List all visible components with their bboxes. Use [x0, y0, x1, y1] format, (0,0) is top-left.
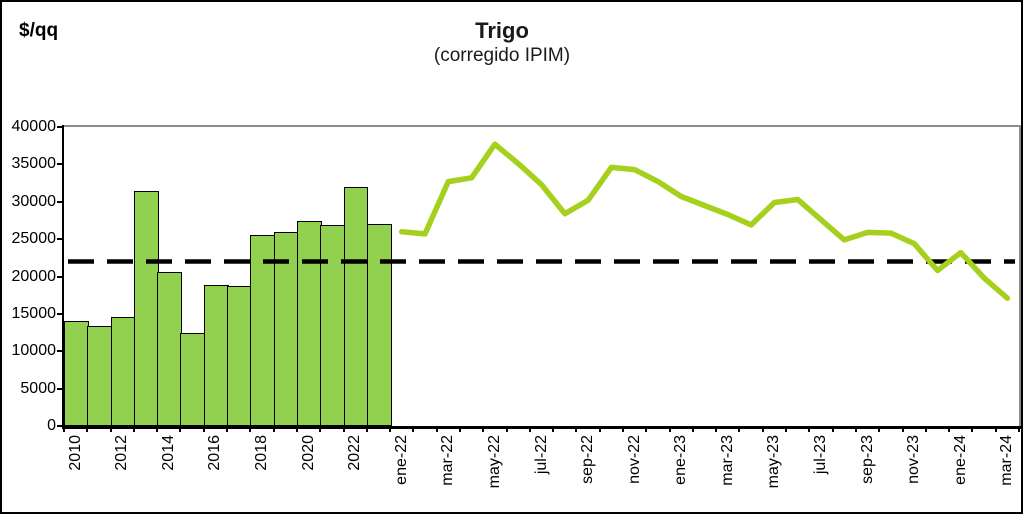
x-axis-tick-mark: [831, 426, 834, 432]
x-axis-tick-mark: [458, 426, 461, 432]
y-axis-tick-label: 40000: [11, 118, 57, 135]
x-axis-tick-mark: [365, 426, 368, 432]
x-axis-tick-mark: [715, 426, 718, 432]
x-axis-tick-mark: [132, 426, 135, 432]
x-axis-tick-mark: [505, 426, 508, 432]
x-axis-tick-mark: [575, 426, 578, 432]
x-axis-tick-label: mar-24: [998, 435, 1016, 486]
x-axis-tick-mark: [482, 426, 485, 432]
x-axis-tick-mark: [901, 426, 904, 432]
y-axis-tick-label: 30000: [11, 192, 57, 210]
x-axis-tick-mark: [598, 426, 601, 432]
y-axis-tick-mark: [57, 200, 62, 203]
x-axis-line: [62, 426, 1021, 429]
y-axis-tick-mark: [57, 275, 62, 278]
x-axis-tick-mark: [994, 426, 997, 432]
x-axis-tick-mark: [319, 426, 322, 432]
y-axis-tick-mark: [57, 312, 62, 315]
x-axis-tick-mark: [226, 426, 229, 432]
x-axis-tick-mark: [86, 426, 89, 432]
chart-subtitle: (corregido IPIM): [433, 45, 571, 67]
x-axis-tick-mark: [691, 426, 694, 432]
x-axis-tick-mark: [971, 426, 974, 432]
x-axis-tick-label: jul-23: [812, 435, 829, 475]
x-axis-tick-mark: [645, 426, 648, 432]
x-axis-tick-mark: [854, 426, 857, 432]
bar-2023: [366, 224, 392, 426]
x-axis-tick-mark: [761, 426, 764, 432]
x-axis-tick-label: mar-23: [718, 435, 736, 486]
x-axis-tick-label: may-23: [765, 435, 783, 489]
x-axis-tick-mark: [412, 426, 415, 432]
y-axis-tick-mark: [57, 238, 62, 241]
y-axis-tick-mark: [57, 387, 62, 390]
x-axis-tick-mark: [622, 426, 625, 432]
y-axis-tick-mark: [57, 350, 62, 353]
x-axis-tick-label: ene-22: [392, 435, 410, 485]
x-axis-tick-label: nov-22: [625, 435, 643, 484]
bar-2014: [157, 272, 182, 426]
x-axis-tick-mark: [272, 426, 275, 432]
chart-overlay: [68, 141, 1015, 301]
y-axis-line: [62, 125, 64, 426]
x-axis-tick-label: 2010: [66, 435, 84, 471]
x-axis-tick-mark: [202, 426, 205, 432]
x-axis-tick-mark: [295, 426, 298, 432]
x-axis-tick-label: 2012: [113, 435, 131, 471]
x-axis-tick-mark: [924, 426, 927, 432]
x-axis-tick-mark: [948, 426, 951, 432]
x-axis-tick-mark: [179, 426, 182, 432]
title-block: Trigo (corregido IPIM): [2, 18, 1002, 68]
plot-border-right: [1019, 125, 1021, 426]
x-axis-tick-label: 2014: [159, 435, 177, 471]
x-axis-tick-mark: [528, 426, 531, 432]
plot-border-top: [64, 125, 1019, 127]
x-axis-tick-mark: [249, 426, 252, 432]
x-axis-tick-mark: [552, 426, 555, 432]
y-axis-tick-label: 10000: [11, 342, 57, 360]
bar-2012: [110, 316, 136, 426]
x-axis-tick-mark: [156, 426, 159, 432]
x-axis-tick-label: 2016: [206, 435, 224, 471]
x-axis-tick-mark: [342, 426, 345, 432]
x-axis-tick-label: 2022: [346, 435, 364, 471]
y-axis-tick-mark: [57, 126, 62, 128]
y-axis-tick-mark: [57, 163, 62, 166]
y-axis-tick-label: 5000: [20, 379, 56, 397]
y-axis-tick-label: 35000: [11, 155, 57, 173]
x-axis-tick-label: nov-23: [905, 435, 923, 484]
x-axis-tick-mark: [1018, 426, 1020, 432]
x-axis-tick-mark: [109, 426, 112, 432]
x-axis-tick-label: jul-22: [532, 435, 550, 475]
x-axis-tick-mark: [878, 426, 881, 432]
x-axis-tick-label: sep-22: [579, 435, 597, 484]
x-axis-tick-label: mar-22: [439, 435, 457, 486]
monthly-price-line: [398, 141, 1011, 301]
y-axis-tick-label: 15000: [11, 304, 57, 322]
y-axis-tick-mark: [57, 425, 62, 427]
x-axis-tick-label: 2018: [252, 435, 270, 471]
x-axis-tick-mark: [738, 426, 741, 432]
x-axis-tick-mark: [668, 426, 671, 432]
y-axis-tick-label: 20000: [11, 267, 57, 285]
x-axis-tick-label: sep-23: [858, 435, 876, 484]
x-axis-tick-label: 2020: [299, 435, 317, 471]
x-axis-tick-label: ene-23: [672, 435, 690, 485]
x-axis-tick-label: may-22: [485, 435, 503, 489]
chart-title: Trigo: [475, 18, 529, 43]
x-axis-tick-mark: [785, 426, 788, 432]
x-axis-tick-mark: [808, 426, 811, 432]
x-axis-tick-mark: [63, 426, 65, 432]
x-axis-tick-label: ene-24: [951, 435, 969, 485]
y-axis-tick-label: 25000: [11, 230, 57, 248]
y-axis-unit-label: $/qq: [19, 20, 59, 41]
y-axis-tick-label: 0: [47, 417, 56, 434]
x-axis-tick-mark: [435, 426, 438, 432]
x-axis-tick-mark: [389, 426, 392, 432]
